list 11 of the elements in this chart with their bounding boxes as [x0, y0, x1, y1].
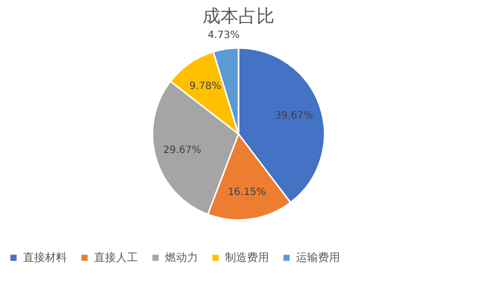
data-label: 9.78%: [189, 80, 222, 92]
data-label: 4.73%: [208, 30, 240, 42]
data-label: 29.67%: [163, 144, 202, 156]
data-label: 16.15%: [228, 186, 266, 198]
legend-label: 燃动力: [165, 250, 198, 264]
chart-title: 成本占比: [202, 6, 274, 28]
legend-label: 制造费用: [225, 250, 269, 264]
data-label: 39.67%: [274, 110, 313, 122]
legend-label: 直接人工: [94, 250, 138, 264]
legend-label: 直接材料: [23, 250, 67, 264]
legend-label: 运输费用: [296, 250, 340, 264]
